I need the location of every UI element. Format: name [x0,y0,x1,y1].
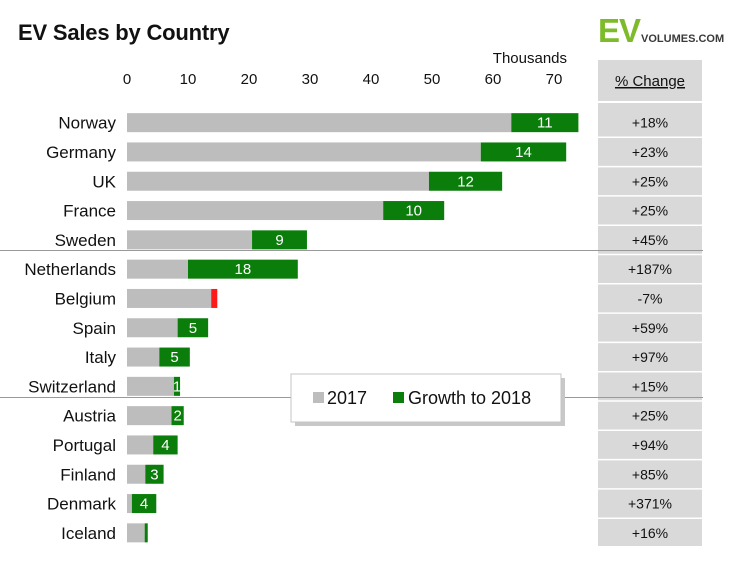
country-label: Norway [58,114,116,133]
country-label: Belgium [55,289,116,308]
x-tick-label: 60 [485,71,502,88]
x-tick-label: 40 [363,71,380,88]
country-label: Sweden [55,231,116,250]
bar-growth [177,318,209,338]
change-value: +18% [632,115,668,131]
bar-2017 [127,494,132,514]
growth-value-label: 18 [235,261,252,278]
country-label: UK [92,172,116,191]
legend-label-2017: 2017 [327,388,367,408]
bar-growth [145,464,164,484]
growth-value-label: 11 [537,115,553,132]
bar-2017 [127,259,188,279]
bar-growth [252,230,307,250]
country-label: Italy [85,348,117,367]
growth-value-label: 4 [161,437,169,454]
x-tick-label: 20 [241,71,258,88]
legend-label-growth: Growth to 2018 [408,388,531,408]
change-value: +16% [632,525,668,541]
change-value: +94% [632,437,668,453]
bar-2017 [127,142,481,162]
country-label: Iceland [61,524,116,543]
bar-2017 [127,406,172,426]
bar-2017 [127,347,160,367]
change-value: -7% [638,290,663,306]
country-label: Switzerland [28,377,116,396]
bar-growth [131,494,157,514]
x-tick-label: 10 [180,71,197,88]
bar-growth [383,201,445,221]
bar-2017 [127,201,384,221]
change-value: +23% [632,144,668,160]
bar-growth [428,171,503,191]
legend-swatch-growth [393,392,404,403]
growth-value-label: 4 [140,496,148,513]
bar-2017 [127,171,429,191]
growth-value-label: 10 [405,203,422,220]
growth-value-label: 5 [170,349,178,366]
change-value: +25% [632,203,668,219]
bar-decline [211,288,218,308]
growth-value-label: 9 [275,232,283,249]
bar-growth [188,259,298,279]
country-label: France [63,202,116,221]
change-header: % Change [615,73,685,90]
x-tick-label: 50 [424,71,441,88]
country-label: Spain [73,319,116,338]
x-tick-label: 0 [123,71,131,88]
bar-growth [171,406,184,426]
legend-box [290,373,562,423]
bar-growth [159,347,190,367]
bar-2017 [127,464,146,484]
x-axis-unit-label: Thousands [493,50,567,67]
country-label: Portugal [53,436,116,455]
change-value: +59% [632,320,668,336]
bar-growth [511,113,579,133]
change-value: +25% [632,173,668,189]
growth-value-label: 1 [173,378,181,395]
logo-ev: EV [598,12,641,49]
bar-2017 [127,376,174,396]
change-value: +97% [632,349,668,365]
bar-growth [173,376,181,396]
bar-growth [480,142,567,162]
bar-2017 [127,113,512,133]
growth-value-label: 2 [173,408,181,425]
x-tick-label: 30 [302,71,319,88]
legend-swatch-2017 [313,392,324,403]
bar-growth [144,523,148,543]
chart-title: EV Sales by Country [18,20,230,45]
growth-value-label: 14 [515,144,532,161]
country-label: Denmark [47,495,116,514]
bar-2017 [127,230,253,250]
x-tick-label: 70 [546,71,563,88]
change-value: +45% [632,232,668,248]
country-label: Netherlands [24,260,116,279]
growth-value-label: 5 [189,320,197,337]
bar-2017 [127,288,212,308]
growth-value-label: 12 [457,173,474,190]
change-value: +15% [632,378,668,394]
change-value: +187% [628,261,672,277]
logo-volumes: VOLUMES.COM [641,33,725,45]
country-label: Austria [63,407,116,426]
evvolumes-logo: EVVOLUMES.COM [598,12,724,50]
change-value: +371% [628,496,672,512]
bar-2017 [127,318,178,338]
bar-2017 [127,523,145,543]
change-value: +25% [632,408,668,424]
bar-2017 [127,435,154,455]
growth-value-label: 3 [150,466,158,483]
country-label: Finland [60,465,116,484]
change-panel [598,60,702,546]
country-label: Germany [46,143,116,162]
bar-growth [153,435,178,455]
change-value: +85% [632,466,668,482]
